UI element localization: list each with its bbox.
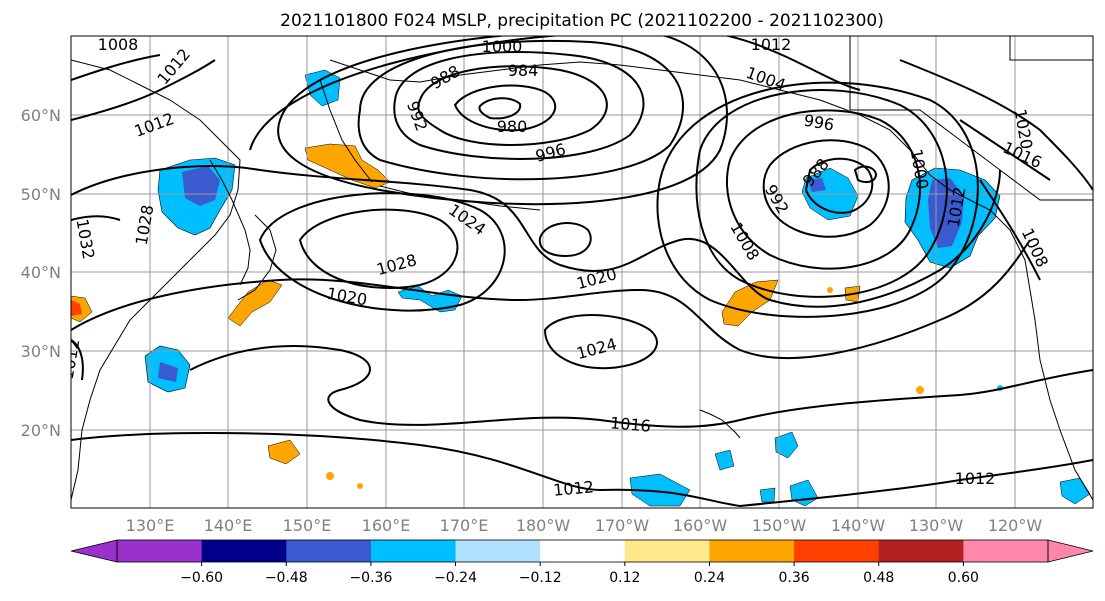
lon-tick-label: 130°W [909, 516, 964, 535]
lat-tick-label: 60°N [21, 106, 61, 125]
contour-label: 984 [508, 61, 539, 80]
colorbar-tick-label: 0.48 [863, 570, 894, 586]
map-title: 2021101800 F024 MSLP, precipitation PC (… [280, 11, 884, 31]
precip-nw-pacific-pos [227, 279, 283, 327]
colorbar-tick-label: −0.48 [265, 570, 308, 586]
contour-label: 1008 [98, 35, 139, 54]
colorbar-tick-label: −0.60 [180, 570, 223, 586]
lon-tick-label: 160°E [362, 516, 411, 535]
colorbar: −0.60 −0.48 −0.36 −0.24 −0.12 0.12 0.24 0.36 0.4… [70, 539, 1094, 586]
contour-label: 1012 [955, 469, 996, 488]
colorbar-tick-label: −0.12 [519, 570, 562, 586]
lon-tick-label: 140°E [204, 516, 253, 535]
precip-south-east2 [759, 487, 776, 503]
colorbar-segment [286, 540, 372, 562]
lat-tick-label: 30°N [21, 342, 61, 361]
lon-tick-label: 150°E [283, 516, 332, 535]
colorbar-extend-min [70, 539, 118, 563]
colorbar-tick-label: 0.36 [779, 570, 810, 586]
colorbar-segments [70, 539, 1094, 563]
colorbar-segment [117, 540, 203, 562]
colorbar-segment [201, 540, 287, 562]
colorbar-labels: −0.60 −0.48 −0.36 −0.24 −0.12 0.12 0.24 0.36 0.4… [180, 562, 979, 586]
map-frame [70, 35, 1094, 509]
colorbar-segment [540, 540, 626, 562]
colorbar-segment [370, 540, 457, 562]
colorbar-segment [794, 540, 880, 562]
contour-label: 1016 [609, 413, 651, 435]
lon-tick-label: 130°E [126, 516, 175, 535]
precip-gulf-low-core [808, 178, 826, 192]
colorbar-segment [963, 540, 1049, 562]
lon-tick-label: 140°W [831, 516, 886, 535]
contour-labels: 1008 1012 1012 1000 1012 988 984 980 992… [71, 35, 1052, 500]
colorbar-segment [455, 540, 541, 562]
lat-tick-label: 40°N [21, 263, 61, 282]
precip-hawaii-east [774, 431, 799, 459]
contour-label: 1000 [482, 37, 523, 56]
lon-tick-label: 150°W [752, 516, 807, 535]
contour-label: 980 [497, 117, 528, 136]
precip-south-west-pos [267, 439, 301, 465]
lat-tick-label: 50°N [21, 185, 61, 204]
contour-label: 1012 [751, 35, 792, 54]
colorbar-tick-label: −0.36 [349, 570, 392, 586]
precip-hawaii-east2 [714, 449, 735, 471]
lon-tick-label: 170°W [595, 516, 650, 535]
map-area: 1008 1012 1012 1000 1012 988 984 980 992… [71, 35, 1093, 508]
precip-east-china-sea-core [158, 362, 178, 382]
lat-axis: 20°N 30°N 40°N 50°N 60°N [21, 106, 61, 440]
colorbar-segment [709, 540, 795, 562]
precip-se-corner [1059, 477, 1091, 505]
precip-far-west-red [71, 300, 82, 316]
colorbar-tick-label: 0.60 [948, 570, 979, 586]
colorbar-frame [116, 539, 1049, 563]
lat-tick-label: 20°N [21, 421, 61, 440]
lon-tick-label: 120°W [988, 516, 1043, 535]
precip-japan-sea-core [182, 166, 220, 206]
colorbar-tick-label: 0.24 [694, 570, 725, 586]
contour-label: 1012 [552, 477, 594, 499]
colorbar-segment [624, 540, 710, 562]
lon-tick-label: 180°W [516, 516, 571, 535]
colorbar-tick-label: −0.24 [434, 570, 477, 586]
lon-tick-label: 160°W [673, 516, 728, 535]
gridlines [71, 36, 1093, 508]
lon-axis: 130°E 140°E 150°E 160°E 170°E 180°W 170°… [126, 516, 1043, 535]
colorbar-segment [878, 540, 964, 562]
mslp-contours [71, 36, 1093, 508]
lon-tick-label: 170°E [440, 516, 489, 535]
colorbar-extend-max [1047, 539, 1094, 563]
precip-nw-coast-core [928, 178, 964, 248]
precip-south [629, 473, 691, 507]
colorbar-tick-label: 0.12 [609, 570, 640, 586]
